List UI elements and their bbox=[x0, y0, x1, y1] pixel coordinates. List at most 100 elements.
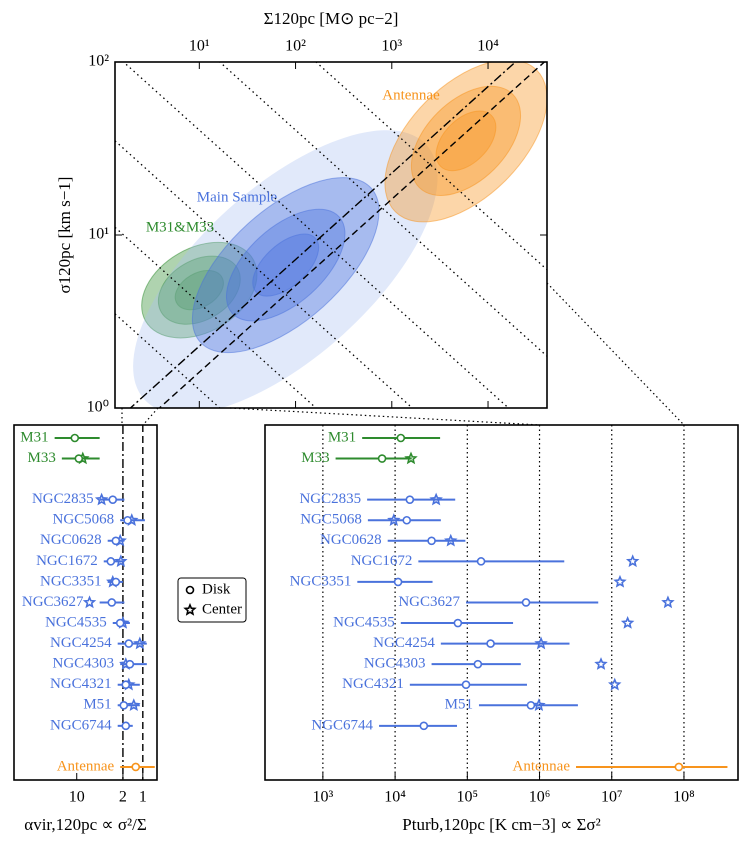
connector bbox=[142, 407, 159, 426]
density-contour bbox=[191, 177, 380, 354]
x-tick-label: 10 bbox=[69, 789, 85, 806]
center-marker bbox=[532, 698, 546, 712]
pressure-line bbox=[218, 62, 547, 357]
center-marker bbox=[607, 677, 622, 691]
disk-marker bbox=[125, 659, 135, 669]
density-contour bbox=[410, 85, 522, 196]
center-marker bbox=[625, 554, 640, 568]
pressure-line bbox=[115, 140, 414, 408]
plot-frame bbox=[264, 424, 739, 781]
center-marker bbox=[114, 554, 128, 568]
disk-marker bbox=[396, 433, 406, 443]
row-label: NGC4535 bbox=[333, 614, 395, 630]
disk-marker bbox=[473, 659, 483, 669]
legend-marker bbox=[183, 602, 197, 616]
top-plot-area bbox=[115, 62, 547, 408]
disk-marker bbox=[115, 618, 125, 628]
annotation: Antennae bbox=[382, 87, 440, 103]
disk-marker bbox=[119, 700, 129, 710]
center-marker bbox=[620, 615, 635, 629]
legend-label: Disk bbox=[202, 581, 231, 597]
disk-marker bbox=[526, 700, 536, 710]
disk-marker bbox=[74, 454, 84, 463]
disk-marker bbox=[108, 495, 118, 504]
center-marker bbox=[404, 451, 418, 465]
x-tick-label: 10⁵ bbox=[457, 789, 479, 806]
row-label: NGC4254 bbox=[373, 635, 435, 651]
x-axis-title: Pturb,120pc [K cm−3] ∝ Σσ² bbox=[402, 815, 600, 834]
center-marker bbox=[661, 595, 675, 609]
x-tick-label: 10⁷ bbox=[601, 789, 623, 806]
x-tick-label: 10³ bbox=[312, 789, 333, 806]
center-marker bbox=[133, 636, 147, 650]
x-tick-label: 2 bbox=[119, 789, 127, 806]
x-axis-title: αvir,120pc ∝ σ²/Σ bbox=[24, 815, 147, 834]
row-label: NGC4321 bbox=[342, 676, 404, 692]
density-contour bbox=[157, 255, 241, 325]
density-contour bbox=[435, 110, 497, 172]
center-marker bbox=[613, 574, 627, 588]
disk-marker bbox=[123, 515, 132, 525]
disk-marker bbox=[70, 433, 80, 443]
row-label: NGC1672 bbox=[351, 553, 413, 569]
pressure-line bbox=[315, 62, 547, 271]
row-label: Antennae bbox=[57, 758, 115, 774]
row-label: NGC6744 bbox=[50, 717, 112, 733]
row-label: Antennae bbox=[513, 758, 571, 774]
y-tick-label: 10¹ bbox=[88, 226, 109, 243]
disk-marker bbox=[461, 680, 471, 690]
x-tick-label: 10⁶ bbox=[529, 789, 551, 806]
x-tick-label: 10⁴ bbox=[384, 789, 406, 806]
disk-marker bbox=[121, 721, 131, 731]
x-tick-label: 1 bbox=[139, 789, 147, 806]
row-label: NGC4535 bbox=[45, 614, 107, 630]
annotation: Main Sample bbox=[197, 189, 278, 205]
x-tick-label: 10¹ bbox=[189, 38, 210, 55]
row-label: NGC3627 bbox=[398, 594, 460, 610]
y-tick-label: 10⁰ bbox=[87, 399, 109, 416]
center-marker bbox=[387, 513, 401, 526]
row-label: NGC0628 bbox=[320, 532, 382, 548]
legend-marker bbox=[185, 585, 195, 595]
disk-marker bbox=[107, 598, 117, 607]
disk-marker bbox=[393, 577, 403, 587]
row-label: M51 bbox=[445, 697, 473, 713]
plot-frame bbox=[13, 424, 158, 781]
center-marker bbox=[444, 533, 458, 547]
virial-line bbox=[129, 62, 517, 408]
row-label: NGC0628 bbox=[40, 532, 102, 548]
legend-label: Center bbox=[202, 601, 242, 617]
row-label: M33 bbox=[301, 450, 329, 466]
disk-marker bbox=[674, 762, 684, 772]
disk-marker bbox=[106, 557, 116, 566]
row-label: NGC3351 bbox=[290, 573, 352, 589]
disk-marker bbox=[486, 639, 495, 648]
row-label: NGC4303 bbox=[364, 656, 426, 672]
density-contour bbox=[225, 208, 346, 322]
disk-marker bbox=[131, 762, 141, 772]
row-label: NGC2835 bbox=[299, 491, 361, 507]
legend-box bbox=[177, 577, 247, 623]
disk-marker bbox=[111, 577, 121, 587]
row-label: NGC6744 bbox=[311, 717, 373, 733]
row-label: NGC3627 bbox=[22, 594, 84, 610]
annotation: M31&M33 bbox=[146, 219, 214, 235]
row-label: NGC2835 bbox=[32, 491, 94, 507]
disk-marker bbox=[124, 639, 134, 648]
row-label: NGC4321 bbox=[50, 676, 112, 692]
row-label: NGC3351 bbox=[40, 573, 102, 589]
center-marker bbox=[429, 492, 443, 506]
row-label: NGC4254 bbox=[50, 635, 112, 651]
y-tick-label: 10² bbox=[88, 53, 109, 70]
y-axis-title: σ120pc [km s−1] bbox=[55, 177, 74, 294]
center-marker bbox=[594, 657, 608, 670]
disk-marker bbox=[111, 536, 121, 546]
virial-line bbox=[158, 62, 546, 408]
density-contour bbox=[174, 270, 224, 311]
disk-marker bbox=[419, 721, 429, 731]
x-tick-label: 10⁴ bbox=[477, 38, 499, 55]
density-contour bbox=[384, 62, 547, 223]
disk-marker bbox=[427, 536, 436, 546]
disk-marker bbox=[476, 557, 486, 566]
row-label: NGC1672 bbox=[36, 553, 98, 569]
